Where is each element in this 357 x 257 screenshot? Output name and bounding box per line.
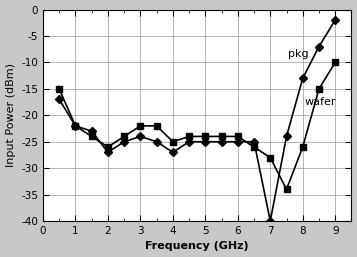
Text: pkg: pkg xyxy=(288,50,309,59)
X-axis label: Frequency (GHz): Frequency (GHz) xyxy=(145,241,249,251)
Text: wafer: wafer xyxy=(305,97,336,107)
Y-axis label: Input Power (dBm): Input Power (dBm) xyxy=(6,63,16,167)
